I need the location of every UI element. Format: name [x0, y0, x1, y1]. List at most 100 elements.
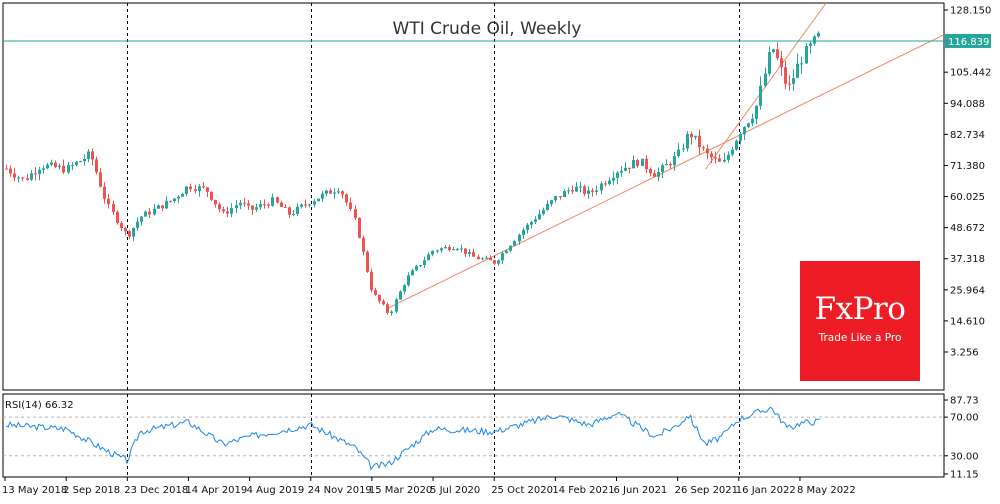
candle-body-up — [792, 77, 795, 84]
candle-body-down — [5, 168, 8, 170]
candle-body-down — [477, 256, 480, 260]
candle-body-up — [624, 167, 627, 171]
candle-body-up — [30, 173, 33, 180]
candle-body-up — [239, 202, 242, 206]
candle-body-down — [645, 158, 648, 170]
candle-body-up — [595, 190, 598, 192]
candle-body-up — [554, 196, 557, 201]
candle-body-up — [38, 169, 41, 175]
candle-body-down — [128, 231, 131, 237]
candle-body-down — [784, 67, 787, 84]
candle-body-up — [165, 200, 168, 209]
candle-body-up — [501, 253, 504, 261]
candle-body-down — [489, 257, 492, 261]
price-tick-label: 48.672 — [950, 223, 985, 234]
candle-body-up — [468, 252, 471, 254]
candle-body-up — [747, 123, 750, 128]
candle-body-up — [157, 205, 160, 209]
candle-body-up — [427, 254, 430, 261]
rsi-tick-label: 87.73 — [950, 396, 979, 407]
candle-body-down — [690, 133, 693, 138]
candle-body-up — [431, 250, 434, 255]
candle-body-up — [768, 52, 771, 74]
candle-body-down — [780, 58, 783, 68]
candle-body-up — [140, 216, 143, 222]
candle-body-down — [34, 173, 37, 175]
rsi-tick-label: 30.00 — [950, 451, 979, 462]
candle-body-up — [50, 162, 53, 165]
candle-body-down — [345, 194, 348, 203]
candle-body-down — [243, 202, 246, 204]
time-tick-label: 13 May 2018 — [2, 485, 67, 496]
candle-body-down — [169, 200, 172, 202]
candle-body-down — [370, 271, 373, 291]
candle-body-up — [71, 164, 74, 166]
rsi-levels — [3, 416, 944, 457]
candle-body-down — [26, 178, 29, 180]
rsi-line — [5, 406, 820, 471]
candle-body-down — [583, 186, 586, 194]
candle-body-up — [608, 180, 611, 185]
candle-body-up — [436, 250, 439, 252]
candle-body-down — [702, 147, 705, 149]
candle-body-up — [534, 219, 537, 222]
candle-body-up — [694, 135, 697, 138]
rsi-indicator-label: RSI(14) 66.32 — [5, 400, 74, 411]
candle-body-down — [591, 190, 594, 192]
time-tick-label: 14 Apr 2019 — [185, 485, 247, 496]
candle-body-up — [661, 165, 664, 173]
candle-body-up — [185, 186, 188, 194]
candle-body-down — [214, 199, 217, 205]
price-axis: 128.150 105.442 94.088 82.734 71.380 60.025 48… — [944, 6, 991, 359]
fxpro-brand-box: FxPro Trade Like a Pro — [800, 261, 920, 381]
candle-body-up — [817, 32, 820, 37]
candle-body-down — [280, 202, 283, 207]
candle-body-down — [54, 162, 57, 168]
candle-body-down — [116, 211, 119, 223]
candle-body-up — [673, 156, 676, 166]
candle-body-down — [251, 205, 254, 210]
candle-body-up — [665, 164, 668, 166]
candle-body-down — [276, 197, 279, 203]
candle-body-up — [542, 209, 545, 215]
candle-body-down — [13, 173, 16, 178]
candle-body-up — [485, 257, 488, 259]
candle-body-down — [284, 206, 287, 208]
candle-body-up — [579, 186, 582, 188]
candle-body-down — [148, 211, 151, 215]
candle-body-up — [796, 63, 799, 78]
candle-body-down — [226, 211, 229, 214]
candle-body-up — [505, 250, 508, 254]
current-price-label: 116.839 — [948, 37, 989, 48]
candle-body-up — [181, 193, 184, 197]
candle-body-up — [144, 211, 147, 217]
candle-body-up — [805, 46, 808, 64]
candle-body-down — [103, 186, 106, 199]
candle-body-up — [395, 299, 398, 312]
candle-body-down — [124, 228, 127, 232]
candle-body-down — [354, 209, 357, 219]
candle-body-down — [358, 218, 361, 238]
candle-body-down — [472, 252, 475, 257]
candle-body-up — [67, 165, 70, 173]
candle-body-up — [79, 161, 82, 163]
candle-body-up — [75, 161, 78, 165]
time-tick-label: 6 Jun 2021 — [614, 485, 668, 496]
time-tick-label: 14 Feb 2021 — [552, 485, 614, 496]
candle-body-up — [423, 260, 426, 266]
candle-body-up — [530, 221, 533, 225]
candle-body-up — [743, 127, 746, 135]
candle-body-up — [333, 192, 336, 194]
candle-body-up — [259, 204, 262, 208]
candle-body-down — [202, 186, 205, 188]
candle-body-down — [349, 202, 352, 210]
candle-body-down — [329, 190, 332, 194]
candle-body-up — [723, 159, 726, 162]
rsi-panel-border — [2, 393, 945, 478]
candle-body-up — [739, 134, 742, 141]
candle-body-up — [230, 208, 233, 214]
candle-body-down — [669, 164, 672, 166]
candle-body-up — [132, 227, 135, 237]
